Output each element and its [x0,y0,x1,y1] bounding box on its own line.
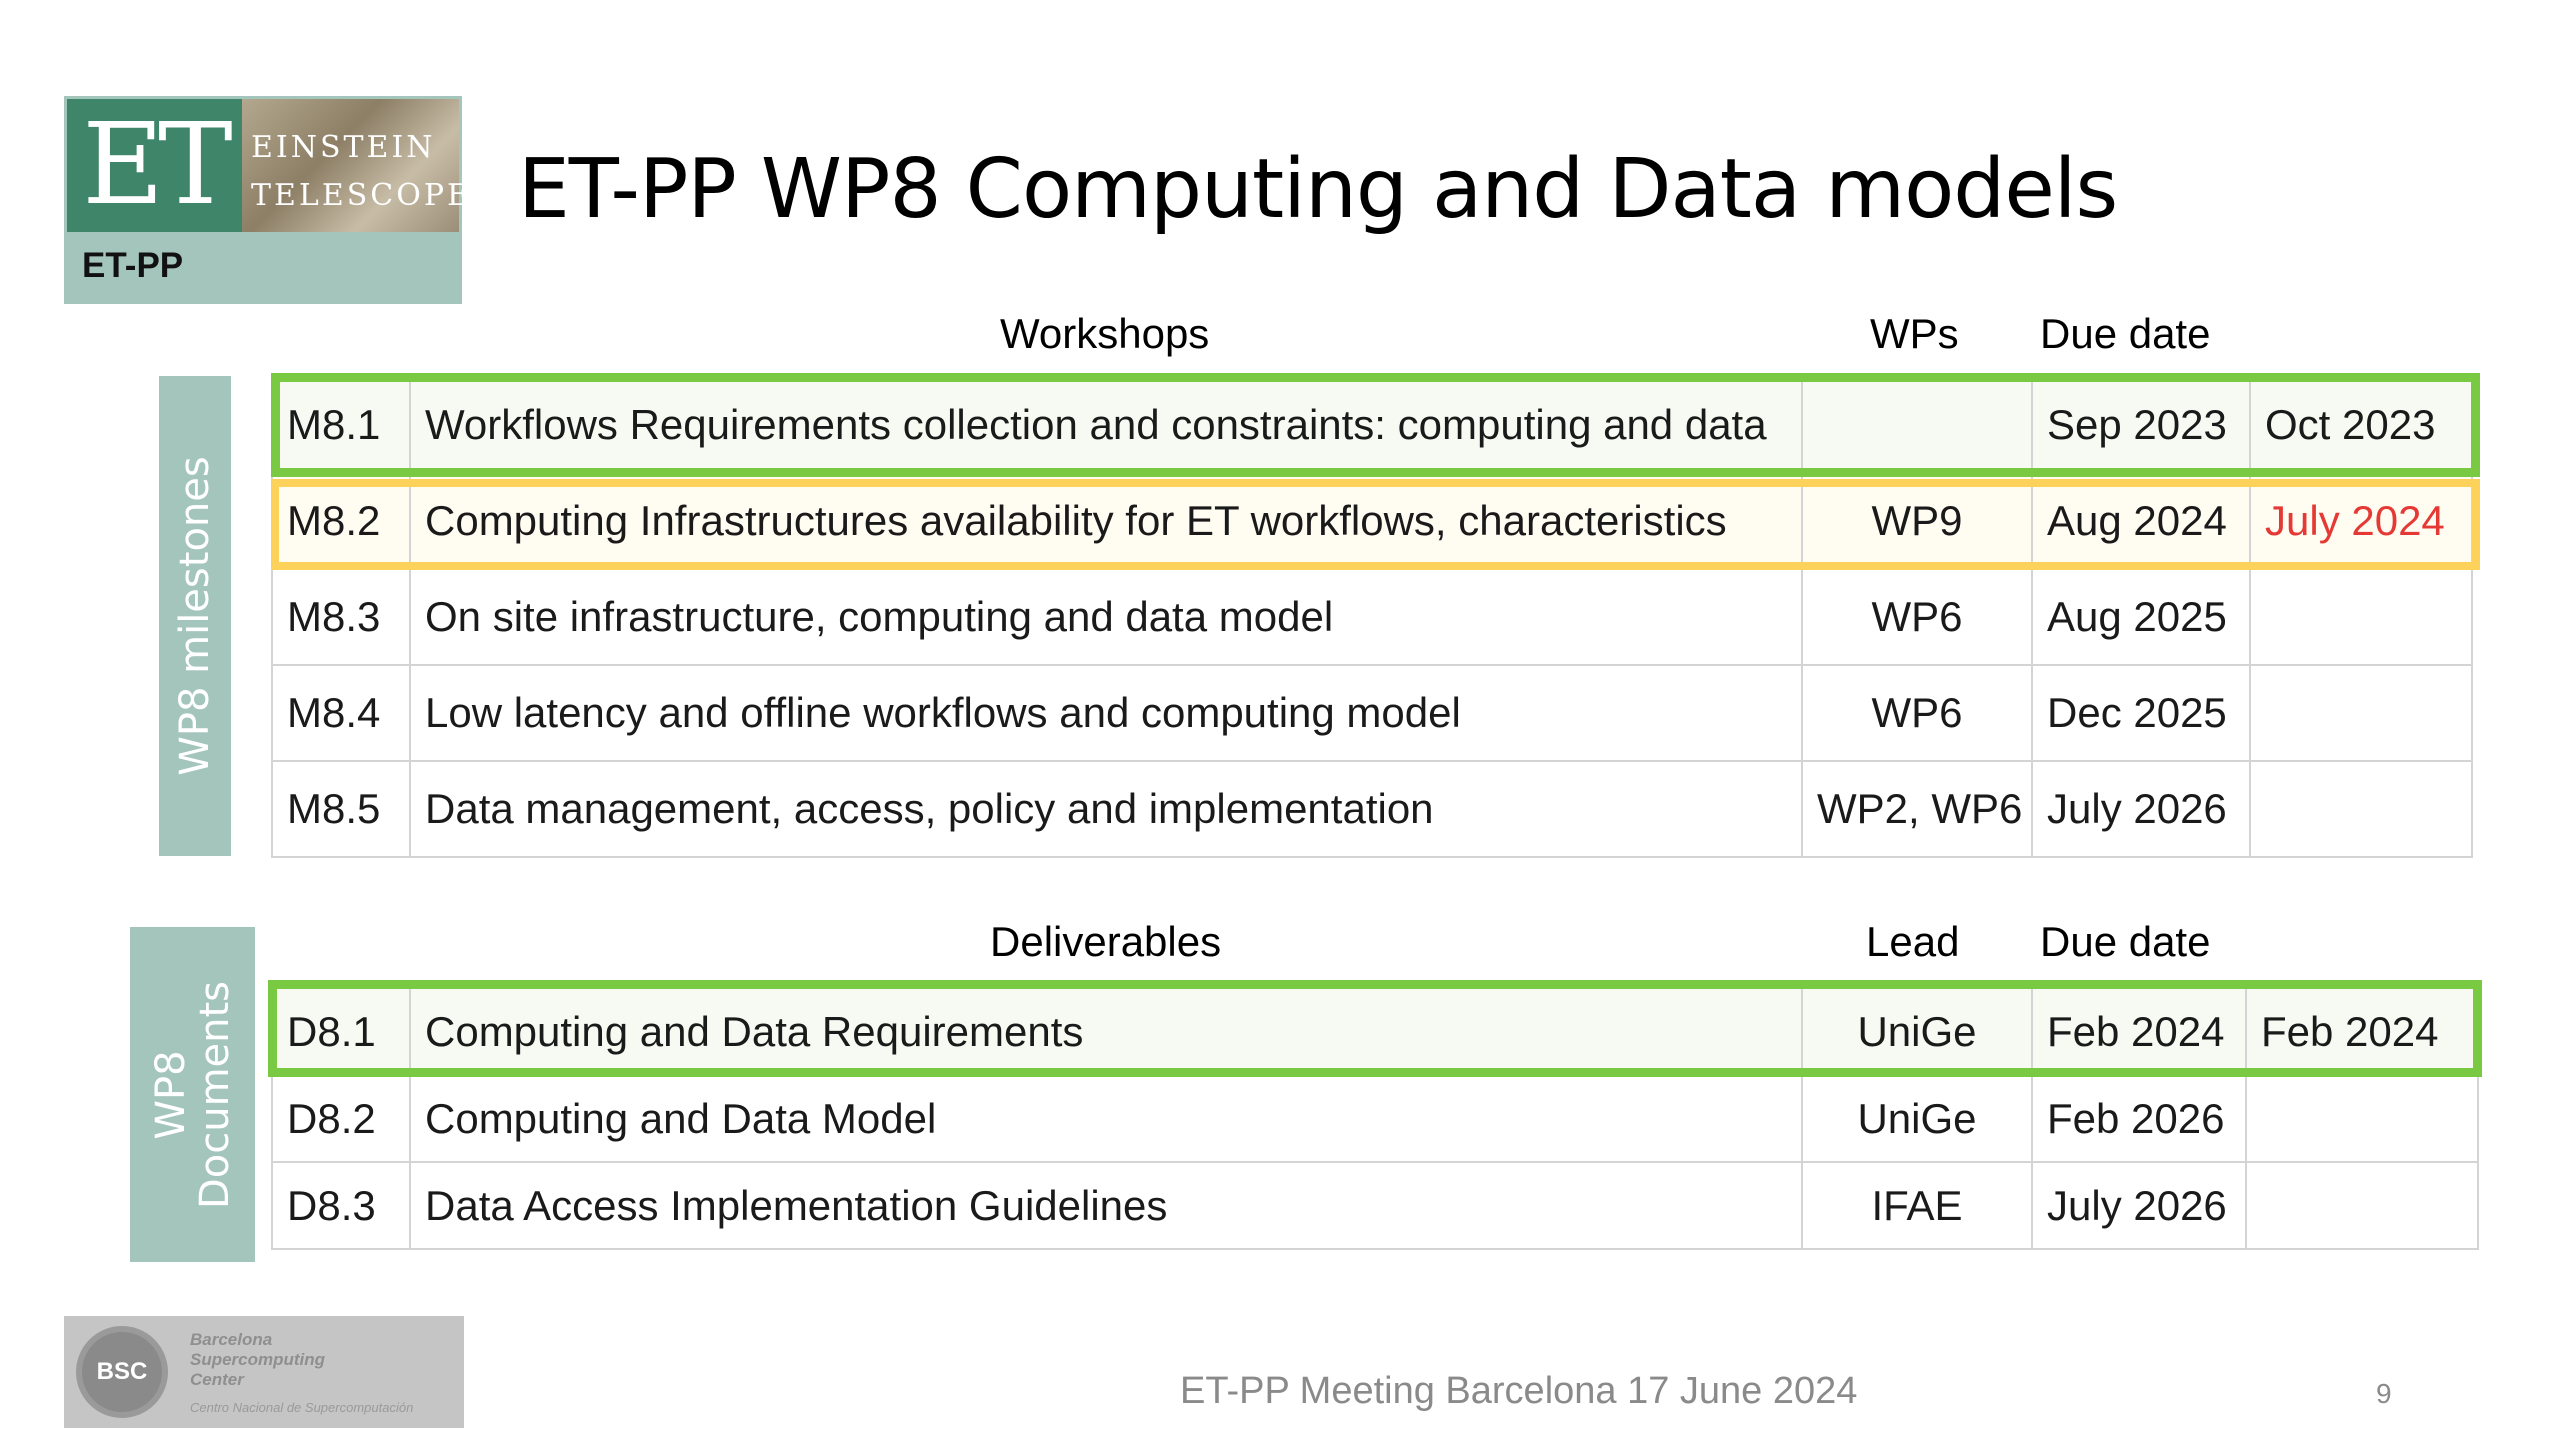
deliverable-id: D8.3 [271,1161,411,1250]
et-logo-mark: ET [67,99,242,232]
table-row: M8.5 Data management, access, policy and… [271,760,2473,858]
deliverables-header-lead: Lead [1866,918,1960,965]
bsc-logo-name: Barcelona Supercomputing Center [190,1330,325,1390]
table-row: M8.4 Low latency and offline workflows a… [271,664,2473,762]
deliverable-description: Data Access Implementation Guidelines [409,1161,1803,1250]
milestones-header-name: Workshops [1000,310,1210,357]
deliverables-table: D8.1 Computing and Data Requirements Uni… [271,987,2479,1250]
project-label: ET-PP [82,246,184,285]
table-row: D8.1 Computing and Data Requirements Uni… [271,987,2479,1076]
milestone-due-date: Aug 2025 [2031,568,2251,666]
deliverable-due-date: Feb 2024 [2031,987,2247,1076]
table-row: D8.3 Data Access Implementation Guidelin… [271,1161,2479,1250]
deliverable-actual-date [2245,1074,2479,1163]
milestone-description: Computing Infrastructures availability f… [409,472,1803,570]
milestone-due-date: July 2026 [2031,760,2251,858]
bsc-logo-subtitle: Centro Nacional de Supercomputación [190,1400,414,1415]
table-row: M8.3 On site infrastructure, computing a… [271,568,2473,666]
table-row: D8.2 Computing and Data Model UniGe Feb … [271,1074,2479,1163]
deliverable-due-date: Feb 2026 [2031,1074,2247,1163]
et-logo-word-telescope: TELESCOPE [251,178,472,213]
milestones-side-label-text: WP8 milestones [172,456,218,776]
milestone-id: M8.2 [271,472,411,570]
milestone-id: M8.4 [271,664,411,762]
milestone-description: Low latency and offline workflows and co… [409,664,1803,762]
milestone-wp: WP9 [1801,472,2033,570]
milestone-due-date: Aug 2024 [2031,472,2251,570]
deliverable-due-date: July 2026 [2031,1161,2247,1250]
milestone-actual-date: July 2024 [2249,472,2473,570]
milestone-due-date: Sep 2023 [2031,376,2251,474]
et-logo-words: EINSTEIN TELESCOPE [251,124,472,220]
bsc-logo: BSC Barcelona Supercomputing Center Cent… [64,1316,464,1428]
milestone-description: Data management, access, policy and impl… [409,760,1803,858]
documents-side-label-line1: WP8 [147,1049,194,1140]
milestone-due-date: Dec 2025 [2031,664,2251,762]
milestone-id: M8.1 [271,376,411,474]
bsc-logo-line3: Center [190,1370,244,1389]
deliverable-description: Computing and Data Model [409,1074,1803,1163]
documents-side-label: WP8 Documents [130,927,255,1262]
deliverables-header-name: Deliverables [990,918,1222,965]
documents-side-label-line2: Documents [191,980,238,1209]
table-row: M8.2 Computing Infrastructures availabil… [271,472,2473,570]
documents-side-label-text: WP8 Documents [147,980,238,1209]
deliverable-actual-date: Feb 2024 [2245,987,2479,1076]
deliverable-id: D8.1 [271,987,411,1076]
deliverable-id: D8.2 [271,1074,411,1163]
deliverables-header-due: Due date [2040,918,2211,965]
deliverable-description: Computing and Data Requirements [409,987,1803,1076]
milestone-wp: WP6 [1801,568,2033,666]
einstein-telescope-logo: ET EINSTEIN TELESCOPE ET-PP [64,96,469,304]
milestone-wp: WP2, WP6 [1801,760,2033,858]
milestone-actual-date [2249,664,2473,762]
logo-photo [242,99,459,232]
page-number: 9 [2376,1378,2392,1409]
deliverable-lead: UniGe [1801,987,2033,1076]
footer-text: ET-PP Meeting Barcelona 17 June 2024 [1180,1370,1858,1412]
milestone-id: M8.3 [271,568,411,666]
deliverable-lead: UniGe [1801,1074,2033,1163]
milestone-wp [1801,376,2033,474]
milestone-id: M8.5 [271,760,411,858]
bsc-logo-line1: Barcelona [190,1330,273,1349]
milestone-description: On site infrastructure, computing and da… [409,568,1803,666]
milestones-side-label: WP8 milestones [159,376,231,856]
milestone-wp: WP6 [1801,664,2033,762]
et-logo-word-einstein: EINSTEIN [251,130,436,165]
milestone-actual-date [2249,760,2473,858]
table-row: M8.1 Workflows Requirements collection a… [271,376,2473,474]
milestone-actual-date: Oct 2023 [2249,376,2473,474]
bsc-logo-line2: Supercomputing [190,1350,326,1369]
deliverable-actual-date [2245,1161,2479,1250]
milestones-header-wps: WPs [1870,310,1959,357]
milestone-actual-date [2249,568,2473,666]
bsc-logo-circle: BSC [76,1326,168,1418]
page-title: ET-PP WP8 Computing and Data models [518,142,2118,237]
milestone-description: Workflows Requirements collection and co… [409,376,1803,474]
milestones-table: M8.1 Workflows Requirements collection a… [271,376,2473,858]
deliverable-lead: IFAE [1801,1161,2033,1250]
milestones-header-due: Due date [2040,310,2211,357]
